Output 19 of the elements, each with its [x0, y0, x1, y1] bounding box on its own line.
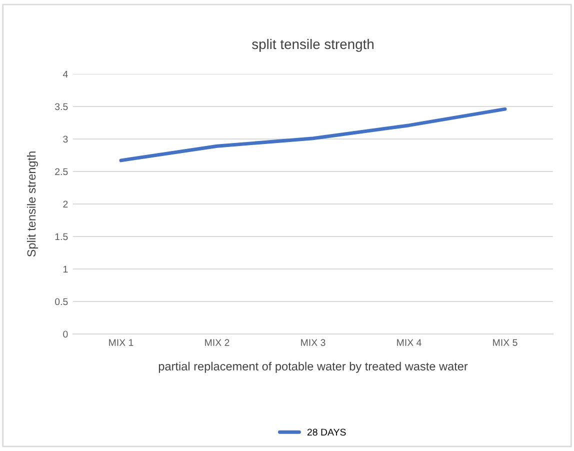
x-tick-label: MIX 4 — [397, 339, 422, 346]
y-tick-label: 1 — [63, 266, 68, 273]
x-axis-title: partial replacement of potable water by treated waste water — [158, 362, 468, 373]
x-tick-label: MIX 2 — [205, 339, 230, 346]
x-tick-label: MIX 5 — [493, 339, 518, 346]
legend-label: 28 DAYS — [307, 428, 346, 436]
x-tick-label: MIX 1 — [109, 339, 134, 346]
y-tick-label: 0.5 — [55, 298, 68, 306]
y-tick-label: 3.5 — [54, 103, 68, 110]
y-tick-label: 3 — [63, 136, 68, 143]
chart-title: split tensile strength — [252, 38, 374, 52]
y-tick-label: 2.5 — [55, 168, 68, 176]
x-tick-label: MIX 3 — [301, 339, 326, 346]
line-series — [119, 107, 507, 162]
y-tick-label: 4 — [62, 70, 68, 78]
y-tick-label: 0 — [63, 330, 68, 338]
y-axis-title: Split tensile strength — [26, 152, 38, 257]
y-tick-label: 1.5 — [55, 233, 68, 240]
y-tick-label: 2 — [63, 200, 68, 208]
